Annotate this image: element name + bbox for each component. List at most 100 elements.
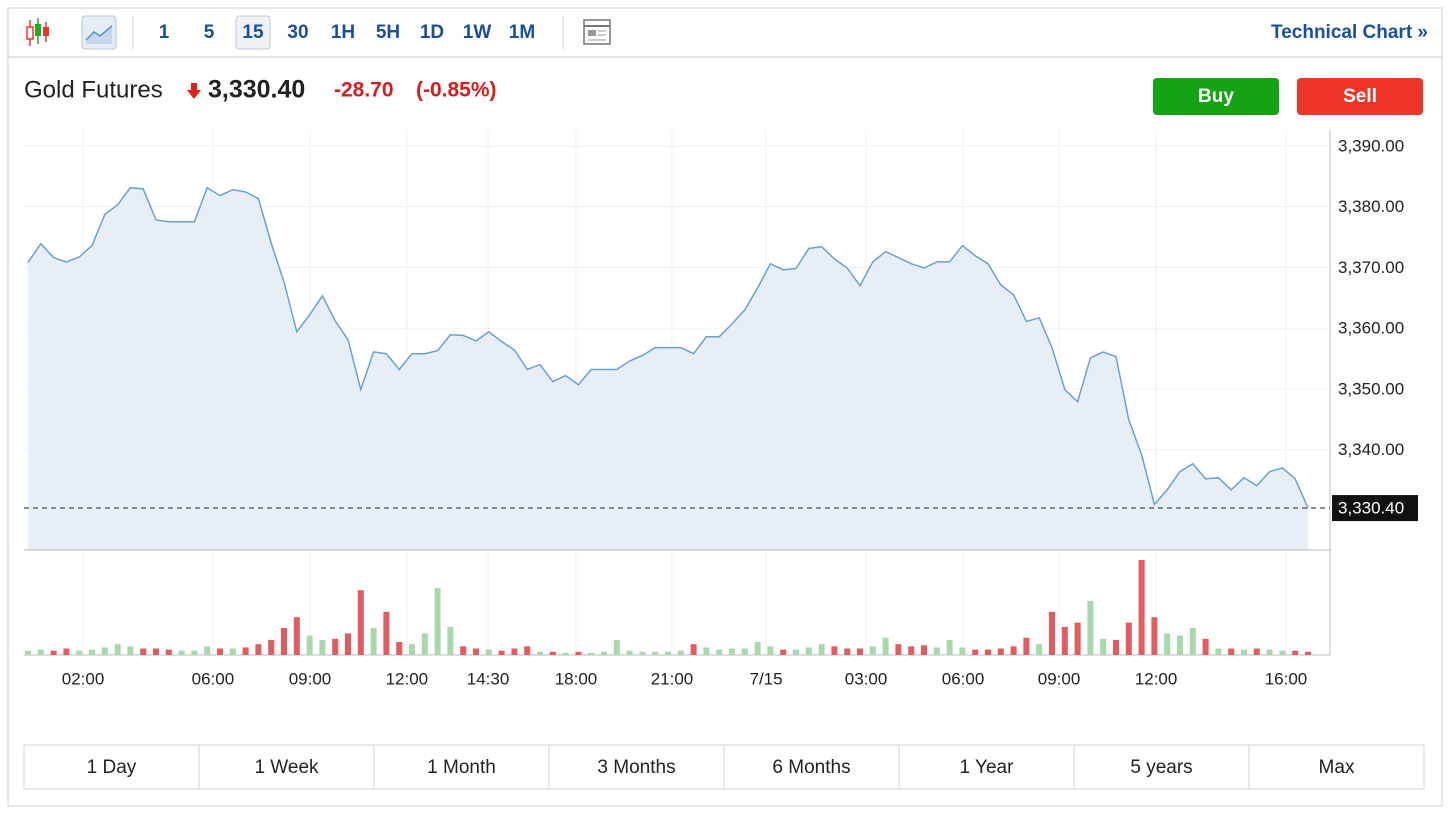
volume-bar — [959, 647, 966, 655]
volume-bar — [1305, 651, 1311, 655]
x-tick-label: 02:00 — [62, 669, 105, 688]
volume-bar — [1266, 649, 1273, 655]
volume-bar — [1113, 639, 1119, 655]
volume-bar — [818, 644, 825, 655]
volume-bar — [268, 639, 275, 655]
change-pct: (-0.85%) — [416, 79, 497, 102]
interval-button[interactable]: 1W — [463, 22, 492, 43]
volume-bar — [1151, 617, 1158, 655]
volume-bar — [652, 651, 659, 655]
volume-bar — [332, 638, 339, 655]
interval-button[interactable]: 5 — [204, 22, 215, 43]
range-button[interactable] — [198, 744, 375, 790]
line-icon[interactable] — [81, 15, 117, 50]
y-tick-label: 3,380.00 — [1338, 197, 1404, 216]
volume-bar — [306, 635, 313, 655]
volume-bar — [677, 650, 684, 655]
sell-label[interactable]: Sell — [1343, 86, 1377, 107]
volume-bar — [140, 648, 147, 655]
table-icon[interactable] — [583, 19, 611, 45]
range-button[interactable] — [1248, 744, 1425, 790]
volume-bar — [396, 642, 403, 655]
volume-bar — [933, 647, 940, 655]
volume-bar — [1241, 649, 1247, 655]
volume-bar — [1292, 650, 1299, 655]
x-tick-label: 03:00 — [845, 669, 888, 688]
volume-bar — [421, 633, 428, 655]
volume-bar — [601, 651, 607, 655]
x-tick-label: 06:00 — [192, 669, 235, 688]
buy-button[interactable]: Buy — [1153, 78, 1279, 115]
range-label[interactable]: 6 Months — [772, 757, 850, 778]
candle-icon[interactable] — [26, 18, 49, 46]
y-tick-label: 3,390.00 — [1338, 136, 1404, 155]
range-label[interactable]: Max — [1319, 757, 1355, 778]
volume-bar — [1215, 648, 1222, 655]
volume-bar — [869, 646, 876, 655]
volume-bar — [831, 646, 838, 655]
volume-bar — [153, 648, 159, 655]
buy-label[interactable]: Buy — [1198, 86, 1234, 107]
volume-bar — [1279, 650, 1286, 655]
volume-bar — [281, 628, 287, 655]
price: 3,330.40 — [208, 76, 305, 104]
range-label[interactable]: 1 Year — [960, 757, 1015, 778]
volume-bar — [716, 649, 723, 655]
volume-bar — [242, 647, 249, 655]
volume-bar — [165, 649, 172, 655]
volume-bar — [537, 651, 543, 655]
volume-bar — [293, 617, 300, 655]
volume-bar — [767, 646, 774, 655]
volume-bar — [703, 647, 710, 655]
volume-bar — [908, 646, 915, 655]
y-tick-label: 3,340.00 — [1338, 440, 1404, 459]
range-button[interactable] — [548, 744, 725, 790]
volume-bar — [1100, 638, 1107, 655]
range-button[interactable] — [1073, 744, 1250, 790]
interval-button[interactable]: 1D — [420, 22, 444, 43]
volume-bar — [895, 644, 902, 655]
range-label[interactable]: 3 Months — [597, 757, 675, 778]
x-tick-label: 7/15 — [750, 669, 783, 688]
volume-bar — [1164, 633, 1171, 655]
range-label[interactable]: 1 Month — [427, 757, 496, 778]
y-tick-label: 3,350.00 — [1338, 379, 1404, 398]
interval-button[interactable]: 1M — [509, 22, 535, 43]
volume-bar — [1228, 648, 1235, 655]
volume-bar — [217, 648, 223, 655]
volume-bar — [793, 649, 799, 655]
volume-bar — [473, 648, 479, 655]
down-arrow — [187, 83, 201, 99]
sell-button[interactable]: Sell — [1297, 78, 1423, 115]
volume-bar — [357, 590, 364, 655]
volume-bar — [741, 648, 748, 655]
x-tick-label: 12:00 — [386, 669, 429, 688]
volume-bar — [114, 644, 121, 655]
interval-button[interactable]: 5H — [376, 22, 400, 43]
volume-bar — [1253, 648, 1260, 655]
interval-button[interactable]: 15 — [242, 22, 264, 43]
price-area — [28, 187, 1308, 550]
range-button[interactable] — [23, 744, 200, 790]
interval-button[interactable]: 30 — [287, 22, 308, 43]
x-tick-label: 06:00 — [942, 669, 985, 688]
volume-bar — [1036, 644, 1043, 655]
volume-bar — [101, 647, 108, 655]
volume-bar — [857, 648, 863, 655]
y-tick-label: 3,370.00 — [1338, 258, 1404, 277]
range-label[interactable]: 1 Day — [87, 757, 137, 778]
volume-bar — [690, 644, 697, 655]
volume-bar — [485, 649, 492, 655]
instrument-name: Gold Futures — [24, 76, 163, 103]
range-label[interactable]: 1 Week — [254, 757, 319, 778]
range-button[interactable] — [898, 744, 1075, 790]
technical-chart-link[interactable]: Technical Chart » — [1271, 22, 1428, 43]
range-label[interactable]: 5 years — [1130, 757, 1192, 778]
y-tick-label: 3,360.00 — [1338, 319, 1404, 338]
interval-button[interactable]: 1H — [331, 22, 355, 43]
volume-bar — [972, 649, 979, 655]
interval-button[interactable]: 1 — [159, 22, 170, 43]
volume-bar — [1125, 622, 1132, 655]
volume-bar — [1138, 560, 1145, 655]
last-price-label: 3,330.40 — [1338, 499, 1404, 518]
